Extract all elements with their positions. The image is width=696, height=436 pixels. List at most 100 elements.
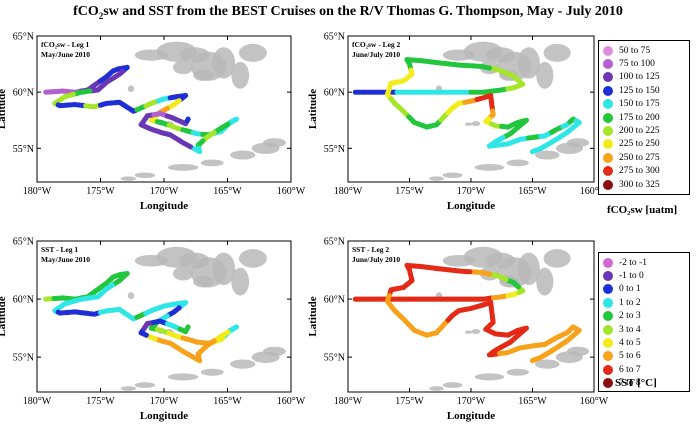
- land-shape: [193, 69, 214, 81]
- x-tick-label: 175°W: [395, 186, 424, 197]
- y-tick-label: 55°N: [13, 144, 34, 155]
- land-shape: [566, 138, 590, 148]
- land-shape: [263, 346, 286, 356]
- land-shape: [167, 373, 199, 381]
- land-shape: [517, 252, 540, 286]
- x-tick-label: 165°W: [518, 186, 547, 197]
- y-tick-label: 55°N: [324, 353, 345, 364]
- y-tick-label: 65°N: [13, 237, 34, 248]
- x-tick-label: 160°W: [277, 396, 306, 407]
- y-tick-label: 65°N: [324, 237, 345, 248]
- sst-legend-label: 3 to 4: [619, 324, 641, 335]
- land-shape: [429, 386, 444, 391]
- land-shape: [543, 249, 571, 268]
- fco2-legend-item: 250 to 275: [603, 151, 685, 164]
- sst-legend-item: 3 to 4: [603, 323, 685, 336]
- x-axis-label: Longitude: [140, 200, 188, 212]
- fco2-legend-item: 150 to 175: [603, 98, 685, 111]
- land-shape: [238, 249, 267, 268]
- track-point: [185, 116, 191, 122]
- y-tick-label: 60°N: [13, 88, 34, 99]
- panel-plot-area: [352, 41, 590, 181]
- sst-legend-swatch: [603, 311, 613, 322]
- fco2-legend-item: 200 to 225: [603, 124, 685, 137]
- sst-legend-item: 7 to 8: [603, 377, 685, 390]
- panel-label: SST - Leg 2: [352, 245, 389, 254]
- fco2-legend-title: fCO₂sw [uatm]: [607, 204, 678, 216]
- land-shape: [464, 330, 473, 334]
- land-shape: [536, 61, 554, 89]
- sst-legend-swatch: [603, 338, 613, 349]
- x-axis-label: Longitude: [447, 410, 495, 422]
- land-shape: [167, 164, 199, 171]
- land-shape: [134, 49, 168, 61]
- fco2-legend-swatch: [603, 152, 613, 163]
- fco2-legend-item: 50 to 75: [603, 44, 685, 57]
- fco2-legend-swatch: [603, 179, 613, 190]
- sst-legend-label: -2 to -1: [619, 257, 647, 268]
- x-tick-label: 170°W: [457, 186, 486, 197]
- fco2-legend-swatch: [603, 112, 613, 123]
- panel-plot-area: [352, 246, 590, 391]
- sst-legend-label: 7 to 8: [619, 378, 641, 389]
- sst-legend-swatch: [603, 324, 613, 335]
- sst-legend-label: 0 to 1: [619, 284, 641, 295]
- land-shape: [536, 267, 554, 296]
- y-tick-label: 55°N: [13, 353, 34, 364]
- sst-legend: -2 to -1 -1 to 0 0 to 1 1 to 2 2 to 3 3 to 4 4…: [598, 252, 690, 392]
- fco2-legend-swatch: [603, 139, 613, 150]
- sst-legend-label: 6 to 7: [619, 364, 641, 375]
- sst-legend-swatch: [603, 364, 613, 375]
- land-shape: [212, 252, 236, 286]
- land-shape: [231, 61, 250, 89]
- fco2-legend-label: 250 to 275: [619, 152, 660, 163]
- x-tick-label: 160°W: [277, 186, 306, 197]
- sst-legend-swatch: [603, 297, 613, 308]
- fco2-legend-item: 75 to 100: [603, 57, 685, 70]
- fco2-legend-item: 300 to 325: [603, 178, 685, 191]
- land-shape: [127, 292, 135, 300]
- fco2-legend-label: 125 to 150: [619, 85, 660, 96]
- panel-label: fCO₂sw - Leg 1: [41, 40, 90, 49]
- panel-plot-area: [43, 41, 286, 181]
- y-tick-label: 55°N: [324, 144, 345, 155]
- y-tick-label: 60°N: [324, 295, 345, 306]
- sst-legend-item: 1 to 2: [603, 296, 685, 309]
- land-shape: [193, 275, 214, 288]
- fco2-legend-swatch: [603, 45, 613, 56]
- y-tick-label: 60°N: [324, 88, 345, 99]
- sst-legend-item: 0 to 1: [603, 283, 685, 296]
- x-tick-label: 165°W: [518, 396, 547, 407]
- y-tick-label: 65°N: [324, 32, 345, 43]
- land-shape: [212, 47, 236, 79]
- sst-legend-swatch: [603, 284, 613, 295]
- fco2-legend-swatch: [603, 85, 613, 96]
- fco2-legend: 50 to 75 75 to 100 100 to 125 125 to 150 150…: [598, 40, 690, 195]
- y-axis-label: Latitude: [307, 89, 319, 129]
- sst-legend-item: -2 to -1: [603, 256, 685, 269]
- land-shape: [120, 176, 137, 181]
- fco2-legend-swatch: [603, 99, 613, 110]
- land-shape: [474, 164, 505, 171]
- x-tick-label: 180°W: [334, 186, 363, 197]
- land-shape: [534, 359, 560, 369]
- land-shape: [506, 368, 529, 376]
- x-tick-label: 175°W: [395, 396, 424, 407]
- fco2-legend-label: 100 to 125: [619, 72, 660, 83]
- sst-legend-item: 2 to 3: [603, 310, 685, 323]
- panel-label: May/June 2010: [41, 50, 90, 59]
- fco2-legend-label: 225 to 250: [619, 139, 660, 150]
- x-tick-label: 180°W: [23, 186, 52, 197]
- land-shape: [231, 267, 250, 296]
- x-tick-label: 165°W: [213, 186, 242, 197]
- fco2-legend-label: 275 to 300: [619, 166, 660, 177]
- land-shape: [442, 172, 463, 179]
- x-tick-label: 180°W: [23, 396, 52, 407]
- x-tick-label: 170°W: [150, 186, 179, 197]
- figure-title: fCO2sw and SST from the BEST Cruises on …: [73, 4, 623, 21]
- land-shape: [172, 60, 194, 75]
- x-tick-label: 160°W: [580, 396, 609, 407]
- fco2-legend-item: 100 to 125: [603, 71, 685, 84]
- panel-label: May/June 2010: [41, 255, 90, 264]
